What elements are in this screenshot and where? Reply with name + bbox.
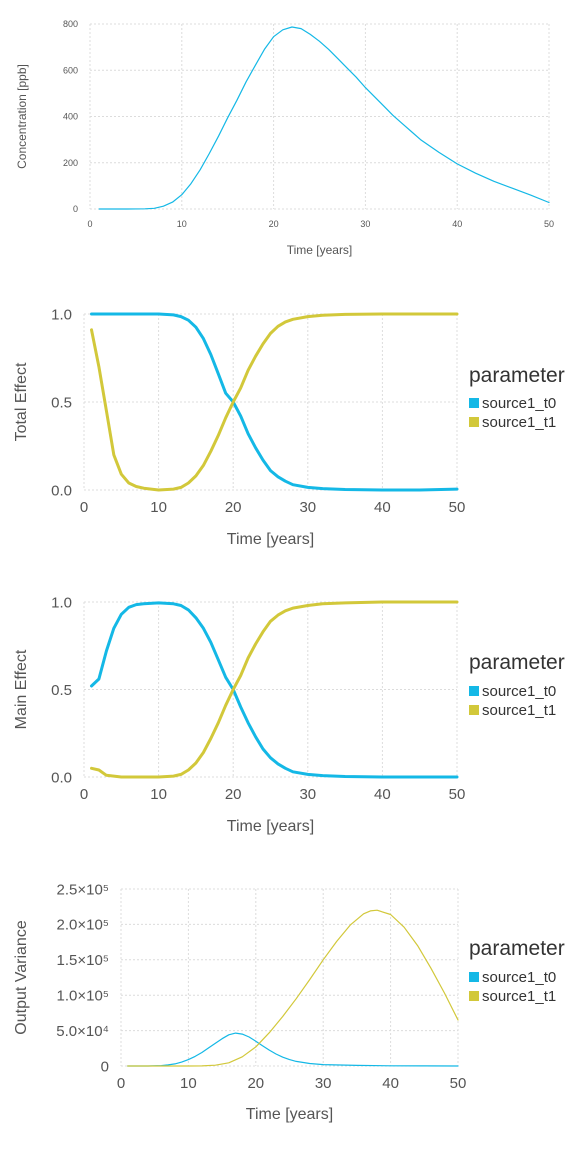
legend-swatch [469,686,479,696]
legend-title: parameter [469,937,565,960]
x-tick-label: 30 [315,1075,332,1092]
y-tick-label: 2.5×10⁵ [56,881,109,898]
y-tick-label: 5.0×10⁴ [56,1023,109,1040]
x-tick-label: 40 [452,219,462,229]
y-tick-label: 1.0 [51,306,72,323]
x-tick-label: 20 [247,1075,264,1092]
y-tick-label: 800 [63,19,78,29]
concentration-chart: 0 200 400 600 800 0 10 20 30 40 50 Time [years] Conc… [15,19,554,257]
y-tick-label: 0.0 [51,769,72,786]
series-line-concentration [98,26,550,210]
total-effect-chart: 0.0 0.5 1.0 0 10 20 30 40 50 Time [years] Total Ef… [13,306,565,548]
series-line-source1_t0 [127,1032,459,1067]
x-tick-label: 30 [299,499,316,516]
legend-label: source1_t1 [482,414,556,431]
legend-swatch [469,398,479,408]
legend-label: source1_t0 [482,395,556,412]
legend: parameter source1_t0 source1_t1 [469,937,565,1005]
x-axis-title: Time [years] [287,243,353,257]
legend-swatch [469,705,479,715]
x-tick-label: 10 [180,1075,197,1092]
x-tick-label: 20 [269,219,279,229]
x-tick-label: 50 [544,219,554,229]
legend-label: source1_t1 [482,988,556,1005]
y-tick-label: 1.0 [51,594,72,611]
legend-title: parameter [469,364,565,387]
x-tick-label: 10 [150,786,167,803]
x-tick-label: 20 [225,499,242,516]
y-axis-title: Output Variance [13,920,30,1035]
series-line-source1_t1 [127,909,459,1067]
legend: parameter source1_t0 source1_t1 [469,364,565,431]
x-tick-label: 40 [382,1075,399,1092]
legend-swatch [469,972,479,982]
x-tick-label: 0 [117,1075,125,1092]
x-tick-label: 50 [450,1075,467,1092]
series-line-source1_t0 [90,601,459,779]
legend-label: source1_t0 [482,683,556,700]
x-tick-label: 10 [150,499,167,516]
x-tick-label: 0 [80,786,88,803]
y-tick-label: 0.5 [51,682,72,699]
legend-label: source1_t0 [482,969,556,986]
x-tick-label: 50 [449,499,466,516]
y-axis-title: Total Effect [13,362,30,441]
x-tick-label: 30 [360,219,370,229]
legend: parameter source1_t0 source1_t1 [469,651,565,719]
legend-swatch [469,991,479,1001]
x-tick-label: 10 [177,219,187,229]
y-axis-title: Main Effect [13,649,30,729]
y-tick-label: 400 [63,112,78,122]
y-tick-label: 600 [63,65,78,75]
x-axis-title: Time [years] [227,531,314,548]
legend-label: source1_t1 [482,702,556,719]
x-axis-title: Time [years] [227,818,314,835]
y-tick-label: 2.0×10⁵ [56,917,109,934]
y-tick-label: 0.0 [51,482,72,499]
legend-swatch [469,417,479,427]
x-tick-label: 0 [80,499,88,516]
y-tick-label: 0 [101,1058,109,1075]
y-tick-label: 0 [73,204,78,214]
y-tick-label: 200 [63,158,78,168]
main-effect-chart: 0.0 0.5 1.0 0 10 20 30 40 50 Time [years] Main Eff… [13,594,565,835]
x-tick-label: 30 [299,786,316,803]
output-variance-chart: 0 5.0×10⁴ 1.0×10⁵ 1.5×10⁵ 2.0×10⁵ 2.5×10⁵ 0 10 2… [13,881,565,1123]
series-line-source1_t1 [90,312,459,492]
x-axis-title: Time [years] [246,1106,333,1123]
x-tick-label: 20 [225,786,242,803]
y-axis-title: Concentration [ppb] [15,64,29,169]
x-tick-label: 40 [374,499,391,516]
y-tick-label: 1.0×10⁵ [56,987,109,1004]
x-tick-label: 50 [449,786,466,803]
x-tick-label: 0 [87,219,92,229]
y-tick-label: 1.5×10⁵ [56,952,109,969]
series-line-source1_t1 [90,600,459,779]
legend-title: parameter [469,651,565,674]
series-line-source1_t0 [90,312,459,492]
x-tick-label: 40 [374,786,391,803]
y-tick-label: 0.5 [51,394,72,411]
